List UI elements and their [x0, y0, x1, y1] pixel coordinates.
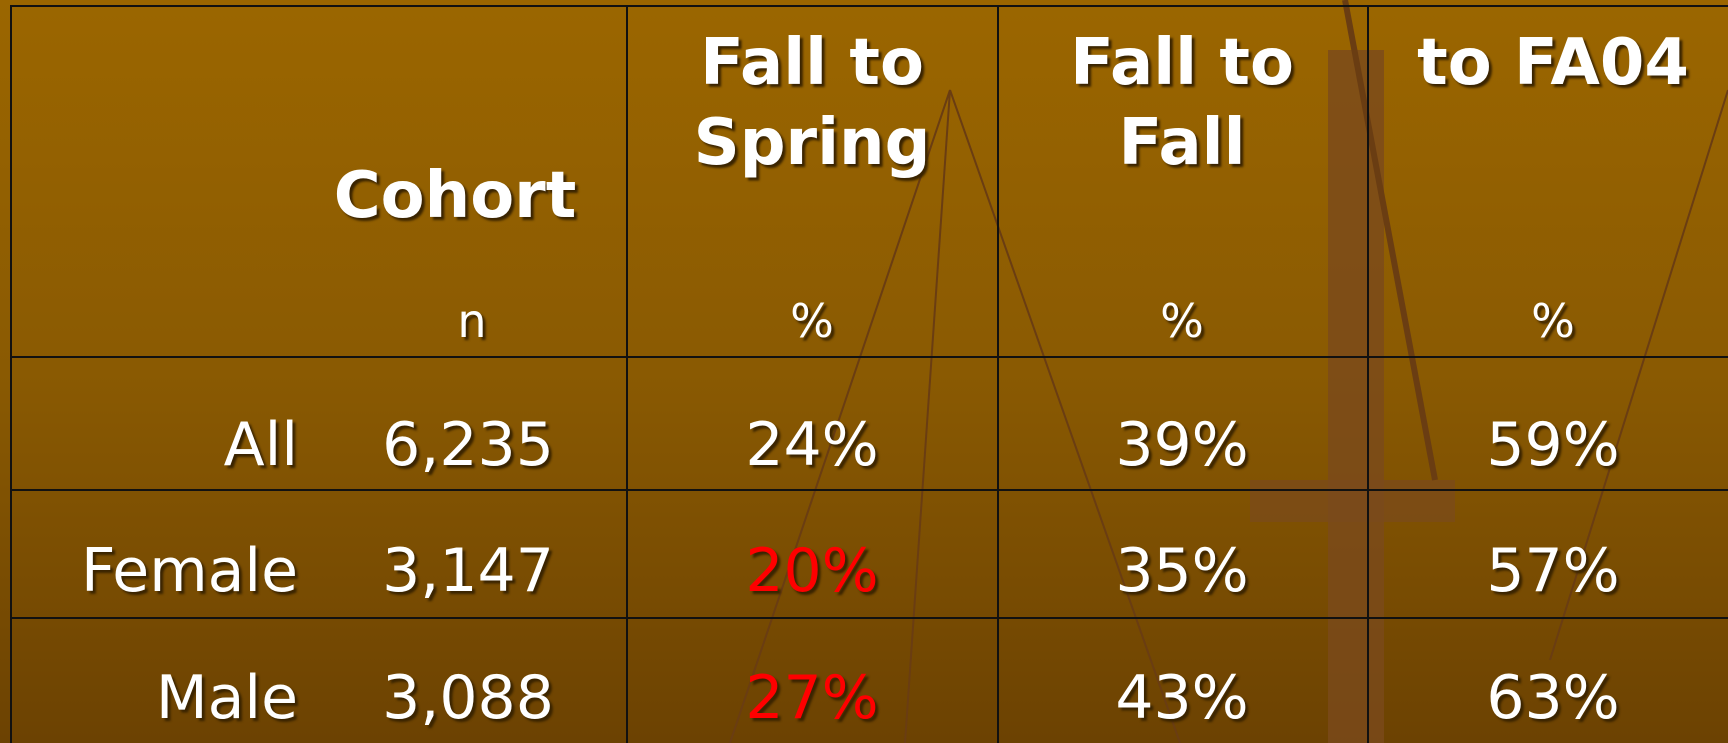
border	[997, 5, 999, 743]
border	[11, 617, 1728, 619]
cell: 27%	[745, 663, 878, 733]
border	[10, 5, 12, 743]
cell: 63%	[1486, 663, 1619, 733]
cell: 24%	[745, 410, 878, 480]
cell: 39%	[1115, 410, 1248, 480]
unit: %	[1160, 294, 1204, 348]
border	[11, 489, 1728, 491]
cell: 3,147	[382, 536, 554, 606]
border	[11, 5, 1728, 7]
row-label: Female	[81, 536, 298, 606]
cell: 3,088	[382, 663, 554, 733]
unit: %	[1531, 294, 1575, 348]
cell: 59%	[1486, 410, 1619, 480]
header: Fall to Spring	[647, 23, 977, 183]
header: to FA04	[1388, 23, 1718, 103]
cell: 20%	[745, 536, 878, 606]
unit: n	[457, 294, 486, 348]
border	[11, 356, 1728, 358]
slide: Cohort n Fall to Spring % Fall to Fall %…	[0, 0, 1728, 743]
header: Cohort	[290, 156, 620, 236]
header: Fall to Fall	[1017, 23, 1347, 183]
row-label: Male	[156, 663, 298, 733]
cell: 57%	[1486, 536, 1619, 606]
border	[1367, 5, 1369, 743]
cell: 43%	[1115, 663, 1248, 733]
border	[626, 5, 628, 743]
cell: 35%	[1115, 536, 1248, 606]
cell: 6,235	[382, 410, 554, 480]
unit: %	[790, 294, 834, 348]
row-label: All	[224, 410, 298, 480]
